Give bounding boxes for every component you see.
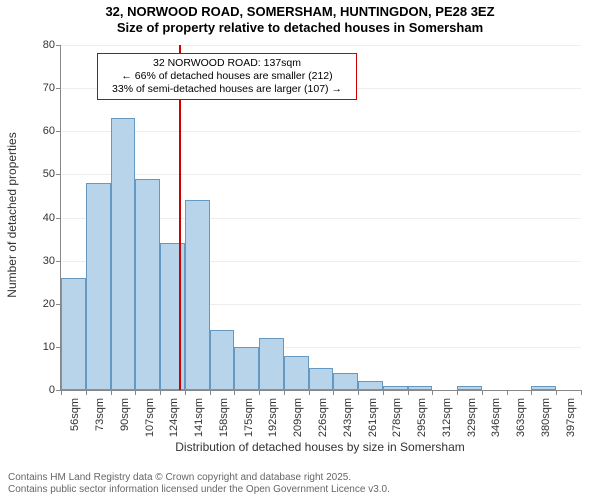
annotation-line1: 32 NORWOOD ROAD: 137sqm xyxy=(104,57,350,70)
x-tick-mark xyxy=(383,390,384,395)
x-axis-title: Distribution of detached houses by size … xyxy=(60,440,580,454)
histogram-bar xyxy=(259,338,284,390)
y-tick-label: 30 xyxy=(43,255,61,267)
x-tick-mark xyxy=(432,390,433,395)
x-tick-label: 56sqm xyxy=(69,398,81,431)
x-tick-label: 243sqm xyxy=(342,398,354,437)
gridline xyxy=(61,45,581,46)
y-tick-label: 50 xyxy=(43,168,61,180)
x-tick-label: 363sqm xyxy=(515,398,527,437)
x-tick-label: 192sqm xyxy=(267,398,279,437)
x-tick-mark xyxy=(408,390,409,395)
y-tick-label: 20 xyxy=(43,298,61,310)
annotation-line3: 33% of semi-detached houses are larger (… xyxy=(104,83,350,96)
x-tick-label: 346sqm xyxy=(490,398,502,437)
histogram-bar xyxy=(333,373,358,390)
histogram-bar xyxy=(531,386,556,390)
histogram-bar xyxy=(185,200,210,390)
histogram-bar xyxy=(358,381,383,390)
x-tick-mark xyxy=(457,390,458,395)
y-tick-label: 0 xyxy=(49,384,61,396)
histogram-bar xyxy=(210,330,235,390)
y-tick-label: 70 xyxy=(43,82,61,94)
x-tick-label: 175sqm xyxy=(243,398,255,437)
chart-title-line2: Size of property relative to detached ho… xyxy=(0,20,600,36)
x-tick-mark xyxy=(234,390,235,395)
x-tick-mark xyxy=(61,390,62,395)
x-tick-label: 380sqm xyxy=(540,398,552,437)
x-tick-label: 158sqm xyxy=(218,398,230,437)
x-tick-mark xyxy=(581,390,582,395)
y-tick-label: 60 xyxy=(43,125,61,137)
chart-container: 32, NORWOOD ROAD, SOMERSHAM, HUNTINGDON,… xyxy=(0,0,600,500)
x-tick-mark xyxy=(358,390,359,395)
annotation-box: 32 NORWOOD ROAD: 137sqm ← 66% of detache… xyxy=(97,53,357,100)
x-tick-label: 397sqm xyxy=(565,398,577,437)
x-tick-mark xyxy=(556,390,557,395)
footer-line1: Contains HM Land Registry data © Crown c… xyxy=(0,472,390,484)
x-tick-label: 312sqm xyxy=(441,398,453,437)
x-tick-label: 209sqm xyxy=(292,398,304,437)
x-tick-mark xyxy=(333,390,334,395)
histogram-bar xyxy=(309,368,334,390)
x-tick-mark xyxy=(111,390,112,395)
histogram-bar xyxy=(111,118,136,390)
x-tick-mark xyxy=(210,390,211,395)
x-tick-label: 261sqm xyxy=(367,398,379,437)
x-tick-mark xyxy=(482,390,483,395)
x-tick-mark xyxy=(507,390,508,395)
histogram-bar xyxy=(135,179,160,390)
x-tick-mark xyxy=(259,390,260,395)
x-tick-label: 90sqm xyxy=(119,398,131,431)
x-tick-label: 124sqm xyxy=(168,398,180,437)
histogram-bar xyxy=(408,386,433,390)
x-tick-mark xyxy=(284,390,285,395)
x-tick-label: 278sqm xyxy=(391,398,403,437)
x-tick-mark xyxy=(185,390,186,395)
x-tick-label: 295sqm xyxy=(416,398,428,437)
x-tick-label: 107sqm xyxy=(144,398,156,437)
y-tick-label: 10 xyxy=(43,341,61,353)
histogram-bar xyxy=(86,183,111,390)
y-axis-title: Number of detached properties xyxy=(5,115,19,315)
x-tick-label: 141sqm xyxy=(193,398,205,437)
x-tick-mark xyxy=(135,390,136,395)
x-tick-label: 226sqm xyxy=(317,398,329,437)
histogram-bar xyxy=(457,386,482,390)
x-tick-mark xyxy=(309,390,310,395)
histogram-bar xyxy=(234,347,259,390)
x-tick-label: 73sqm xyxy=(94,398,106,431)
annotation-line2: ← 66% of detached houses are smaller (21… xyxy=(104,70,350,83)
x-tick-mark xyxy=(160,390,161,395)
x-tick-mark xyxy=(86,390,87,395)
chart-title-line1: 32, NORWOOD ROAD, SOMERSHAM, HUNTINGDON,… xyxy=(0,4,600,20)
gridline xyxy=(61,131,581,132)
gridline xyxy=(61,174,581,175)
x-tick-mark xyxy=(531,390,532,395)
histogram-bar xyxy=(160,243,185,390)
x-tick-label: 329sqm xyxy=(466,398,478,437)
plot-area: 0102030405060708056sqm73sqm90sqm107sqm12… xyxy=(60,45,581,391)
histogram-bar xyxy=(284,356,309,391)
histogram-bar xyxy=(61,278,86,390)
footer-line2: Contains public sector information licen… xyxy=(0,484,390,496)
y-tick-label: 40 xyxy=(43,212,61,224)
y-tick-label: 80 xyxy=(43,39,61,51)
histogram-bar xyxy=(383,386,408,390)
